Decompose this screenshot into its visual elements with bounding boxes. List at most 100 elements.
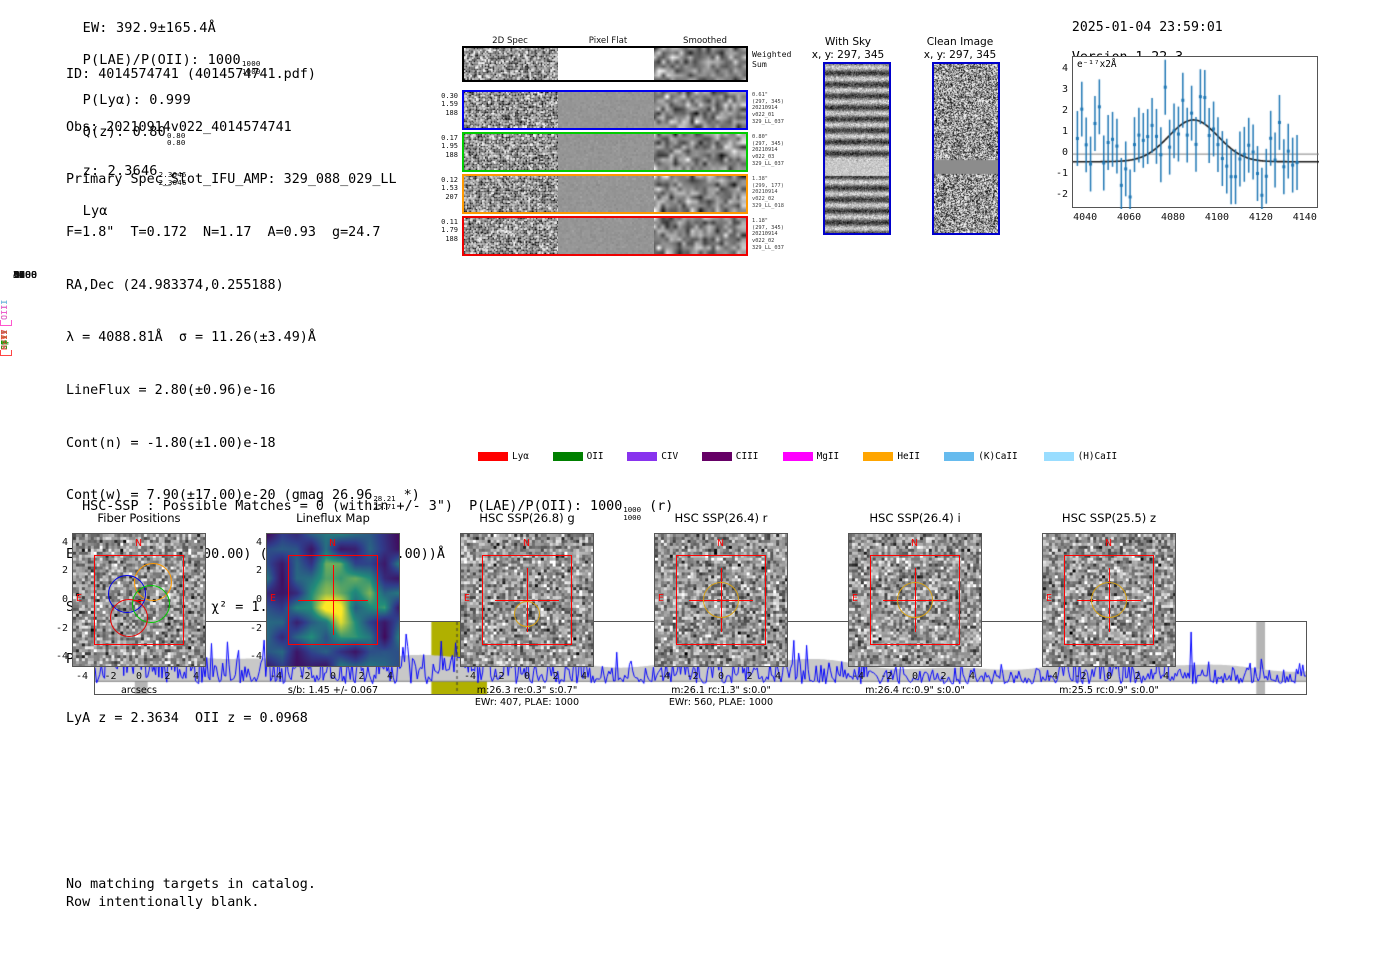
emission-line-fit-plot: e⁻¹⁷x2Å 4040 4060 4080 4100 4120 4140 -2 -1 0 1 2… [1030, 52, 1320, 248]
header-z-range: 2.3646 2.3646 [158, 170, 187, 187]
imaging-xtick: 2 [358, 671, 365, 682]
fiber-smoothed [654, 134, 746, 170]
fiber-smoothed [654, 218, 746, 254]
spectrum-ytick: 0 [13, 270, 20, 281]
linefit-ytick: 1 [1061, 126, 1068, 137]
imaging-caption-line-2: EWr: 560, PLAE: 1000 [668, 697, 774, 709]
cutout-title-with-sky: With Sky x, y: 297, 345 [811, 36, 885, 61]
imaging-xtick: -4 [1045, 671, 1058, 682]
montage-col-title-2dspec: 2D Spec [492, 36, 528, 46]
spectrum-xtick: 4700 [12, 270, 38, 281]
imaging-xtick: 4 [969, 671, 976, 682]
fiber-meta-line: v022_02 [752, 196, 775, 203]
fiber-stat: 207 [445, 192, 458, 201]
imaging-xtick: -2 [686, 671, 699, 682]
fiber-stats-2: 0.12 1.53 207 [432, 176, 458, 201]
info-redshifts: LyA z = 2.3634 OII z = 0.0968 [66, 710, 308, 726]
imaging-ytick: 4 [61, 536, 68, 548]
fiber-stat: 1.79 [441, 226, 458, 235]
linefit-units-label: e⁻¹⁷x2Å [1077, 59, 1117, 70]
imaging-panel-title: HSC SSP(26.4) r [674, 511, 768, 525]
header-ew: EW: 392.9±165.4Å [82, 20, 216, 36]
imaging-panel-title: HSC SSP(25.5) z [1061, 511, 1157, 525]
fiber-smoothed [654, 176, 746, 212]
imaging-xtick: -4 [75, 671, 88, 682]
fiber-2dspec [464, 134, 558, 170]
fiber-meta-line: 20210914 [752, 189, 778, 196]
fiber-meta-line: 20210914 [752, 147, 778, 154]
twod-spec-montage: 2D Spec Pixel Flat Smoothed [462, 36, 752, 258]
imaging-xtick: 4 [775, 671, 782, 682]
imaging-caption-line-1: m:26.1 rc:1.3" s:0.0" [671, 685, 771, 696]
imaging-xtick: 4 [193, 671, 200, 682]
fiber-meta-line: (297, 345) [752, 140, 784, 147]
fiber-meta-line: 329_LL_037 [752, 244, 784, 251]
footer-line-1: No matching targets in catalog. [66, 877, 316, 892]
imaging-xtick: 2 [746, 671, 753, 682]
spectrum-xtick: 3900 [12, 270, 38, 281]
imaging-panel-title: Fiber Positions [97, 511, 181, 525]
fiber-stats-3: 0.11 1.79 188 [432, 218, 458, 243]
imaging-xtick: -2 [1074, 671, 1087, 682]
fiber-stat: 1.95 [441, 142, 458, 151]
fiber-meta-line: 0.61" [752, 92, 768, 98]
spectrum-xtick: 4200 [12, 270, 38, 281]
imaging-ytick: 2 [61, 565, 68, 577]
imaging-ytick: 4 [255, 536, 262, 548]
legend-label: HeII [897, 451, 920, 462]
fiber-2dspec [464, 92, 558, 128]
montage-col-title-pixelflat: Pixel Flat [588, 36, 628, 46]
imaging-ytick: -2 [249, 622, 262, 634]
linefit-ytick: -2 [1055, 189, 1068, 201]
aperture-box [288, 555, 378, 645]
aperture-box [94, 555, 184, 645]
crosshair-vertical [333, 565, 335, 635]
fiber-meta-line: 1.38" [752, 176, 768, 182]
imaging-xtick: 2 [1134, 671, 1141, 682]
imaging-xtick: 2 [164, 671, 171, 682]
spectrum-xtick: 4500 [12, 270, 38, 281]
info-radec: RA,Dec (24.983374,0.255188) [66, 277, 284, 293]
crosshair-horizontal [298, 600, 368, 602]
imaging-panel-caption: m:25.5 rc:0.9" s:0.0" [996, 685, 1222, 697]
fiber-stat: 1.53 [441, 184, 458, 193]
compass-north: N [523, 538, 531, 549]
fiber-pixelflat [558, 134, 654, 170]
header-summary: EW: 392.9±165.4Å P(LAE)/P(OII): 1000 1000… [66, 4, 261, 219]
catalog-source-circle [897, 582, 933, 618]
fiber-stat: 0.30 [441, 92, 458, 100]
legend-swatch-CIII [701, 452, 732, 461]
spectrum-xtick: 4400 [12, 270, 38, 281]
linefit-axes: e⁻¹⁷x2Å [1072, 56, 1319, 209]
fiber-stat: 188 [445, 150, 458, 159]
header-qz: Q(z): 0.80 [82, 123, 166, 140]
spectrum-xtick: 5300 [12, 270, 38, 281]
timestamp: 2025-01-04 23:59:01 [1071, 20, 1223, 35]
compass-east: E [852, 593, 858, 604]
spectrum-xtick: 3500 [12, 270, 38, 281]
imaging-xtick: 0 [717, 671, 725, 682]
fiber-smoothed [654, 92, 746, 128]
fiber-meta-line: (297, 345) [752, 98, 784, 105]
compass-east: E [464, 593, 470, 604]
spectrum-xtick: 5200 [12, 270, 38, 281]
info-seeing: F=1.8" T=0.172 N=1.17 A=0.93 g=24.7 [66, 225, 381, 241]
fiber-meta-3: 1.18" (297, 345) 20210914 v022_02 329_LL_037 [752, 218, 784, 252]
cutout-with-sky [823, 62, 891, 235]
imaging-xtick: -2 [492, 671, 505, 682]
fiber-meta-line: v022_03 [752, 154, 775, 161]
footer-line-2: Row intentionally blank. [66, 894, 260, 910]
legend-swatch-Lyα [478, 452, 508, 461]
imaging-panel-title: HSC SSP(26.4) i [869, 511, 961, 525]
fiber-stats-1: 0.17 1.95 188 [432, 134, 458, 159]
info-primary-spec: Primary Spec_Slot_IFU_AMP: 329_088_029_L… [66, 172, 397, 188]
spectrum-xtick: 4000 [12, 270, 38, 281]
imaging-ytick: 2 [255, 565, 262, 577]
legend-label: (K)CaII [978, 451, 1018, 462]
fiber-stat: 0.12 [441, 176, 458, 184]
weighted-sum-label: Weighted Sum [752, 49, 792, 69]
imaging-caption-line-2: EWr: 407, PLAE: 1000 [474, 697, 580, 709]
fiber-2dspec [464, 218, 558, 254]
header-plae-range: 1000 1000 [241, 59, 261, 76]
linefit-xtick: 4140 [1292, 212, 1317, 223]
